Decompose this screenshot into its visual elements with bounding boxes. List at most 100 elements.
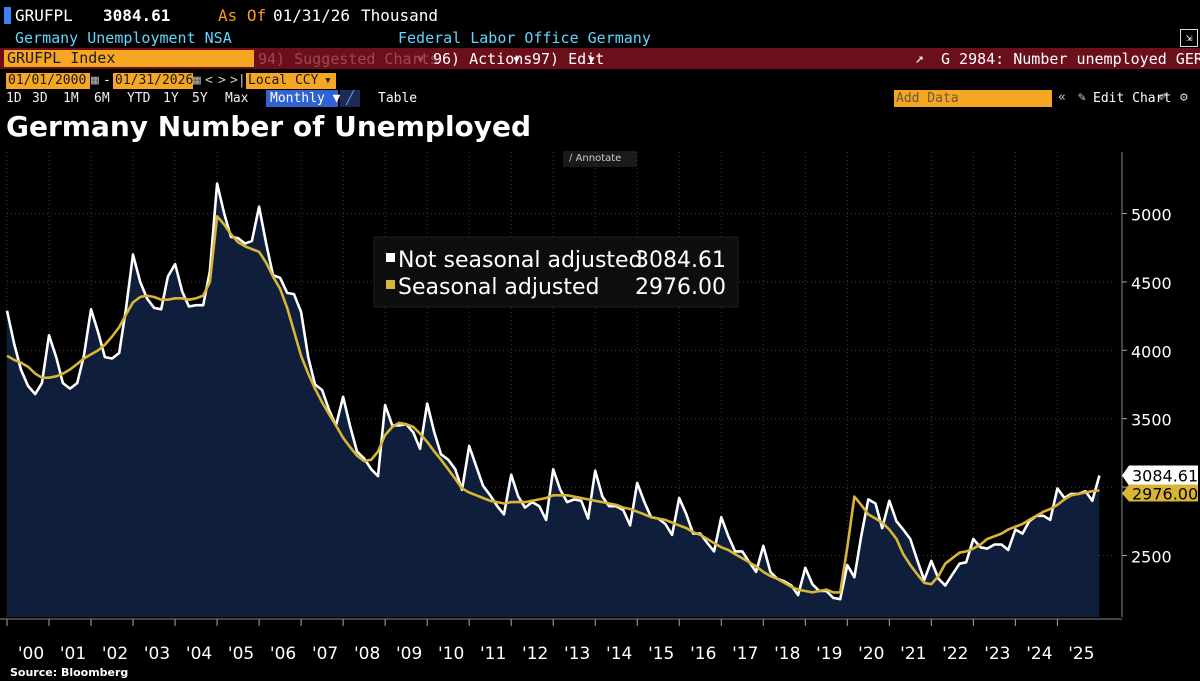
legend-swatch	[386, 280, 395, 289]
x-tick-label: '03	[144, 644, 170, 664]
date-separator: -	[103, 73, 111, 88]
legend-swatch	[386, 253, 395, 262]
prev-icon[interactable]: <	[205, 73, 213, 88]
period-5y[interactable]: 5Y	[192, 91, 208, 106]
launch-icon[interactable]: ↗	[915, 49, 925, 67]
line-chart-icon[interactable]: ╱	[340, 90, 360, 107]
x-tick-label: '18	[774, 644, 800, 664]
x-tick-label: '23	[984, 644, 1010, 664]
annotate-button[interactable]: ∕ Annotate	[563, 151, 637, 167]
x-tick-label: '24	[1026, 644, 1052, 664]
x-tick-label: '15	[648, 644, 674, 664]
y-tick-label: 5000	[1131, 206, 1172, 225]
sa-last-tag	[1122, 484, 1198, 502]
x-tick-label: '14	[606, 644, 632, 664]
table-button[interactable]: Table	[378, 91, 418, 106]
edit-icon[interactable]: ✐	[1159, 90, 1167, 105]
sa-last-value: 2976.00	[1132, 485, 1198, 504]
calendar-icon[interactable]: ▦	[193, 73, 201, 88]
chart-title: Germany Number of Unemployed	[6, 110, 532, 143]
x-tick-label: '02	[102, 644, 128, 664]
period-1y[interactable]: 1Y	[163, 91, 179, 106]
period-6m[interactable]: 6M	[94, 91, 110, 106]
period-max[interactable]: Max	[225, 91, 249, 106]
legend-label: Seasonal adjusted	[398, 275, 600, 300]
add-data-input[interactable]: Add Data	[894, 90, 1052, 107]
source-organization: Federal Labor Office Germany	[398, 29, 651, 47]
nsa-last-tag	[1122, 465, 1198, 486]
nsa-last-value: 3084.61	[1132, 467, 1198, 486]
legend-value: 3084.61	[635, 248, 726, 273]
period-1m[interactable]: 1M	[63, 91, 79, 106]
suggested-chevron-icon[interactable]: ▾	[416, 50, 426, 68]
legend-box	[373, 236, 739, 308]
as-of-label: As Of	[218, 6, 267, 25]
calendar-icon[interactable]: ▦	[91, 73, 99, 88]
expand-icon[interactable]: ⇲	[1180, 29, 1198, 47]
y-tick-label: 2500	[1131, 547, 1172, 566]
series-description: Germany Unemployment NSA	[15, 29, 232, 47]
chart-reference[interactable]: G 2984: Number unemployed GER	[941, 50, 1200, 68]
x-tick-label: '00	[18, 644, 44, 664]
x-tick-label: '19	[816, 644, 842, 664]
edit-chevron-icon[interactable]: ▾	[587, 50, 597, 68]
x-tick-label: '10	[438, 644, 464, 664]
nsa-series-line	[5, 182, 1101, 601]
security-field[interactable]: GRUFPL Index	[4, 50, 254, 67]
y-tick-label: 4500	[1131, 274, 1172, 293]
x-tick-label: '06	[270, 644, 296, 664]
x-tick-label: '01	[60, 644, 86, 664]
source-label: Source: Bloomberg	[10, 666, 129, 679]
legend-value: 2976.00	[635, 275, 726, 300]
last-icon[interactable]: >|	[230, 73, 246, 88]
period-3d[interactable]: 3D	[32, 91, 48, 106]
edit-chart-button[interactable]: Edit Chart	[1093, 91, 1172, 106]
x-tick-label: '20	[858, 644, 884, 664]
x-tick-label: '11	[480, 644, 506, 664]
period-1d[interactable]: 1D	[6, 91, 22, 106]
pencil-icon[interactable]: ✎	[1078, 90, 1086, 105]
ticker-marker	[4, 7, 11, 24]
edit-button[interactable]: 97) Edit	[532, 50, 605, 68]
x-tick-label: '08	[354, 644, 380, 664]
x-tick-label: '22	[942, 644, 968, 664]
frequency-label: Monthly	[270, 91, 325, 106]
x-tick-label: '07	[312, 644, 338, 664]
x-tick-label: '05	[228, 644, 254, 664]
frequency-select[interactable]: Monthly ▼	[266, 90, 340, 107]
ticker-symbol[interactable]: GRUFPL	[15, 6, 73, 25]
next-icon[interactable]: >	[218, 73, 226, 88]
unit-label: Thousand	[361, 6, 439, 25]
gear-icon[interactable]: ⚙	[1180, 90, 1188, 105]
x-tick-label: '21	[900, 644, 926, 664]
description-row: Germany Unemployment NSA Federal Labor O…	[0, 28, 1200, 47]
start-date-input[interactable]: 01/01/2000	[6, 73, 90, 89]
ticker-header: GRUFPL 3084.61 As Of 01/31/26 Thousand	[0, 4, 1200, 28]
period-ytd[interactable]: YTD	[127, 91, 151, 106]
actions-button[interactable]: 96) Actions	[433, 50, 533, 68]
as-of-date: 01/31/26	[273, 6, 351, 25]
command-toolbar: GRUFPL Index 94) Suggested Charts ▾ 96) …	[0, 48, 1200, 69]
x-tick-label: '16	[690, 644, 716, 664]
annotate-label: Annotate	[575, 153, 622, 164]
x-tick-label: '12	[522, 644, 548, 664]
collapse-icon[interactable]: «	[1058, 90, 1066, 105]
currency-chevron-icon[interactable]: ▾	[324, 73, 332, 88]
date-range-row: 01/01/2000 ▦ - 01/31/2026 ▦ < > >| Local…	[0, 72, 1200, 90]
x-tick-label: '04	[186, 644, 212, 664]
actions-chevron-icon[interactable]: ▾	[512, 50, 522, 68]
sa-series-line	[6, 215, 1100, 594]
x-tick-label: '17	[732, 644, 758, 664]
legend-label: Not seasonal adjusted	[398, 248, 643, 273]
y-tick-label: 4000	[1131, 342, 1172, 361]
x-tick-label: '25	[1068, 644, 1094, 664]
suggested-charts-button[interactable]: 94) Suggested Charts	[258, 50, 439, 68]
x-tick-label: '13	[564, 644, 590, 664]
currency-select[interactable]: Local CCY	[246, 73, 336, 89]
y-tick-label: 3500	[1131, 411, 1172, 430]
period-row: 1D 3D 1M 6M YTD 1Y 5Y Max Monthly ▼ ╱ Table Add…	[0, 90, 1200, 108]
last-value: 3084.61	[103, 6, 171, 25]
x-tick-label: '09	[396, 644, 422, 664]
end-date-input[interactable]: 01/31/2026	[113, 73, 194, 89]
